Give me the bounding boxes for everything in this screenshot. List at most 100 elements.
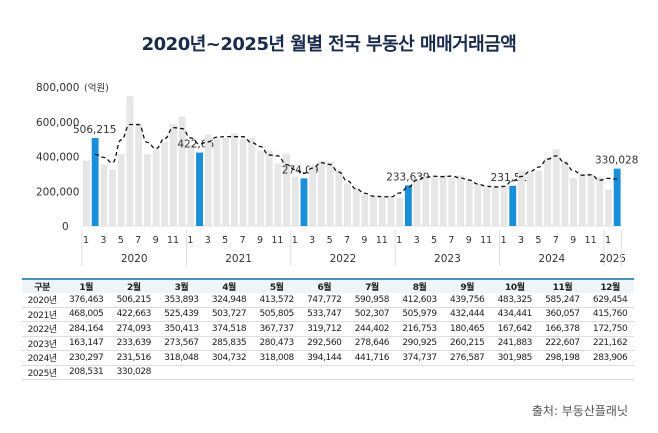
table-cell: 353,893	[157, 293, 206, 308]
bar	[535, 170, 543, 226]
x-tick-label: 11	[167, 235, 179, 246]
table-cell: 180,465	[443, 321, 491, 337]
year-label: 2025	[599, 253, 626, 265]
bar	[413, 178, 421, 226]
column-header: 6월	[317, 283, 332, 293]
highlight-bar	[404, 185, 412, 226]
x-tick-label: 9	[153, 235, 159, 246]
bar	[317, 160, 325, 226]
bar	[117, 154, 125, 226]
table-cell: 629,454	[586, 293, 634, 308]
year-label: 2022	[330, 253, 357, 265]
table-cell: 304,732	[205, 350, 253, 366]
bar	[222, 138, 230, 226]
bar	[126, 96, 134, 226]
x-tick-label: 7	[240, 235, 246, 246]
table-cell: 2020년	[22, 293, 63, 308]
x-tick-label: 5	[535, 235, 541, 246]
year-label: 2021	[225, 253, 252, 265]
table-cell: 422,663	[110, 307, 158, 322]
bar	[474, 183, 482, 226]
x-tick-label: 5	[118, 235, 124, 246]
x-tick-label: 11	[271, 235, 283, 246]
table-cell	[157, 365, 206, 380]
table-cell: 221,162	[586, 336, 634, 351]
table-cell: 241,883	[491, 336, 539, 351]
table-row: 2025년 208,531 330,028	[22, 365, 634, 380]
x-tick-label: 9	[466, 235, 472, 246]
bar	[387, 195, 395, 226]
bar	[526, 173, 534, 226]
x-tick-label: 7	[135, 235, 141, 246]
table-cell: 2025년	[22, 365, 63, 380]
bar	[596, 176, 604, 226]
data-label: 330,028	[595, 155, 638, 167]
table-cell: 318,048	[157, 350, 206, 366]
bar	[578, 173, 586, 226]
table-cell: 330,028	[110, 365, 158, 380]
table-cell: 360,057	[538, 307, 587, 322]
bar	[100, 164, 108, 226]
data-table: 구분 1월 2월 3월 4월 5월 6월 7월 8월 9월 10월 11월 12월 2020년 376,4…	[22, 278, 634, 380]
table-cell: 172,750	[586, 321, 634, 337]
table-cell: 483,325	[491, 293, 539, 308]
bar	[439, 175, 447, 226]
table-cell: 747,772	[300, 293, 349, 308]
bar	[309, 165, 317, 226]
x-tick-label: 11	[480, 235, 492, 246]
x-tick-label: 5	[431, 235, 437, 246]
table-cell: 285,835	[205, 336, 253, 351]
column-header: 2월	[126, 283, 141, 293]
table-cell: 301,985	[491, 350, 539, 366]
table-cell: 412,603	[395, 293, 444, 308]
year-label: 2020	[121, 253, 148, 265]
bar	[518, 170, 525, 226]
table-cell: 506,215	[110, 293, 158, 308]
table-cell	[205, 365, 253, 380]
table-cell	[348, 365, 396, 380]
bar	[257, 150, 264, 226]
table-cell: 533,747	[300, 307, 349, 322]
highlight-bar	[613, 168, 621, 226]
highlight-bar	[300, 178, 308, 226]
bar	[361, 194, 369, 226]
bar	[491, 187, 499, 226]
x-tick-label: 7	[448, 235, 454, 246]
table-cell: 2022년	[22, 321, 63, 337]
table-cell: 432,444	[443, 307, 491, 322]
bar	[274, 163, 282, 226]
bar	[605, 189, 612, 226]
table-cell: 273,567	[157, 336, 206, 351]
table-cell	[586, 365, 634, 380]
bar	[344, 183, 351, 226]
bar	[448, 177, 456, 226]
table-cell: 230,297	[62, 350, 110, 366]
table-cell: 278,646	[348, 336, 396, 351]
table-cell: 319,712	[300, 321, 349, 337]
x-tick-label: 1	[605, 235, 611, 246]
table-cell	[443, 365, 491, 380]
table-row: 2023년 163,147 233,639 273,567 285,835 280,473…	[22, 336, 634, 351]
table-row: 2020년 376,463 506,215 353,893 324,948 413,572…	[22, 293, 634, 308]
x-tick-label: 1	[292, 235, 298, 246]
table-cell: 439,756	[443, 293, 491, 308]
bar	[230, 133, 238, 226]
bar	[483, 187, 491, 226]
table-cell: 502,307	[348, 307, 396, 322]
bar	[170, 124, 177, 226]
data-label: 506,215	[73, 124, 116, 136]
table-cell: 468,005	[62, 307, 110, 322]
bar-chart: 0 200,000 400,000 600,000 800,000 (억원) 1 506,21…	[36, 82, 638, 266]
table-row: 2024년 230,297 231,516 318,048 304,732 318,008…	[22, 350, 634, 366]
bar	[431, 177, 438, 226]
table-cell: 434,441	[491, 307, 539, 322]
table-cell: 350,413	[157, 321, 206, 337]
table-cell: 415,760	[586, 307, 634, 322]
table-cell: 222,607	[538, 336, 587, 351]
table-cell: 166,378	[538, 321, 587, 337]
table-cell: 283,906	[586, 350, 634, 366]
table-cell: 260,215	[443, 336, 491, 351]
highlight-bar	[509, 185, 517, 226]
table-cell: 233,639	[110, 336, 158, 351]
